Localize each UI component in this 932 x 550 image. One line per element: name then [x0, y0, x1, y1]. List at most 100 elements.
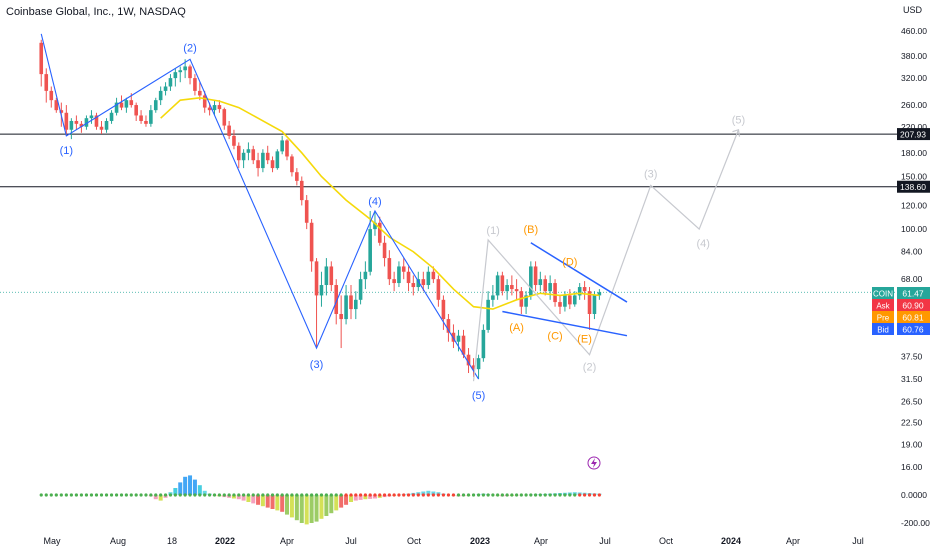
time-tick-label: Apr — [534, 536, 548, 546]
corrective-wave-label: (A) — [509, 322, 524, 334]
candle-body — [236, 145, 241, 161]
oscillator-zero-dot — [597, 493, 601, 497]
candle-body — [446, 319, 451, 333]
candle-body — [54, 100, 59, 111]
oscillator-zero-dot — [256, 493, 260, 497]
price-label-name: Pre — [877, 314, 890, 323]
oscillator-zero-dot — [64, 493, 68, 497]
oscillator-zero-dot — [163, 493, 168, 497]
oscillator-zero-dot — [144, 493, 148, 497]
oscillator-zero-dot — [402, 493, 406, 497]
candle — [251, 145, 256, 165]
candle-body — [426, 271, 431, 286]
time-tick-label: 18 — [167, 536, 177, 546]
oscillator-zero-dot — [314, 493, 319, 497]
oscillator-zero-dot — [334, 493, 338, 497]
projection-label: (2) — [583, 362, 596, 374]
candle-body — [339, 313, 343, 320]
candle — [456, 329, 461, 352]
oscillator-bar — [289, 495, 294, 518]
oscillator-zero-dot — [441, 493, 446, 497]
wave-label: (2) — [183, 42, 196, 54]
oscillator-zero-dot — [563, 493, 567, 497]
oscillator-bar — [192, 479, 197, 495]
price-label-value-box — [897, 287, 930, 299]
candle — [139, 110, 143, 124]
candle — [597, 289, 602, 300]
candle-body — [222, 109, 227, 126]
oscillator-zero-dot — [217, 493, 222, 497]
candle — [222, 107, 227, 130]
candle-body — [178, 70, 183, 73]
oscillator-pane: 0.0000 -200.00 — [39, 475, 930, 528]
oscillator-bar — [329, 495, 334, 514]
price-tick-label: 19.00 — [901, 440, 923, 450]
oscillator-bar — [353, 495, 358, 501]
oscillator-bar — [372, 495, 377, 499]
oscillator-zero-dot — [411, 493, 415, 497]
price-tick-label: 260.00 — [901, 100, 927, 110]
oscillator-zero-dot — [261, 493, 265, 497]
price-tick-label: 16.00 — [901, 462, 923, 472]
oscillator-zero-dot — [426, 493, 430, 497]
oscillator-zero-dot — [203, 493, 207, 497]
candle-body — [246, 149, 251, 153]
currency-label: USD — [903, 5, 923, 15]
candle-body — [548, 283, 552, 292]
oscillator-zero-dot — [212, 493, 217, 497]
candle-body — [319, 285, 324, 296]
candle — [401, 258, 406, 280]
candle — [441, 295, 446, 330]
oscillator-zero-dot — [300, 493, 304, 497]
oscillator-zero-dot — [168, 493, 173, 497]
candle — [256, 152, 260, 177]
price-label-name: COIN — [873, 290, 893, 299]
candle — [49, 86, 54, 108]
oscillator-zero-dot — [349, 493, 353, 497]
candle — [39, 39, 44, 87]
candle — [529, 261, 533, 300]
candle-body — [134, 105, 138, 116]
oscillator-zero-dot — [466, 493, 471, 497]
oscillator-zero-dot — [290, 493, 294, 497]
oscillator-zero-dot — [159, 493, 163, 497]
candle-body — [153, 100, 158, 111]
candle-body — [416, 279, 421, 288]
time-tick-label: Apr — [280, 536, 294, 546]
price-axis: 460.00 380.00 320.00 260.00 220.00 180.00 150.… — [901, 26, 927, 472]
candle-body — [334, 285, 339, 314]
candle-body — [109, 112, 114, 121]
candle — [397, 261, 401, 288]
candle — [149, 105, 153, 127]
oscillator-bar — [349, 495, 353, 502]
candle-body — [241, 152, 246, 161]
candle — [382, 235, 387, 267]
price-tick-label: 220.00 — [901, 122, 927, 132]
oscillator-bar — [275, 495, 280, 511]
candle — [64, 105, 69, 136]
oscillator-zero-dot — [406, 493, 411, 497]
oscillator-zero-dot — [587, 493, 592, 497]
price-label-name: Bid — [877, 326, 889, 335]
oscillator-zero-dot — [416, 493, 420, 497]
candle — [486, 291, 490, 333]
candle-body — [144, 120, 148, 124]
price-tick-label: 68.00 — [901, 274, 923, 284]
candle-body — [285, 140, 289, 157]
oscillator-zero-dot — [456, 493, 461, 497]
price-label-value-box — [897, 311, 930, 323]
candle-body — [349, 295, 353, 310]
time-tick-label: 2024 — [721, 536, 741, 546]
oscillator-zero-dot — [451, 493, 456, 497]
oscillator-zero-dot — [149, 493, 153, 497]
candle-body — [304, 200, 309, 223]
price-labels: COIN 61.47 Ask 60.90 Pre 60.81 Bid 60.76 — [872, 287, 930, 335]
candle-body — [280, 140, 284, 152]
oscillator-zero-dot — [476, 493, 481, 497]
candle-body — [358, 279, 363, 300]
candle — [495, 271, 500, 300]
candle-body — [168, 78, 173, 87]
oscillator-zero-dot — [134, 493, 138, 497]
